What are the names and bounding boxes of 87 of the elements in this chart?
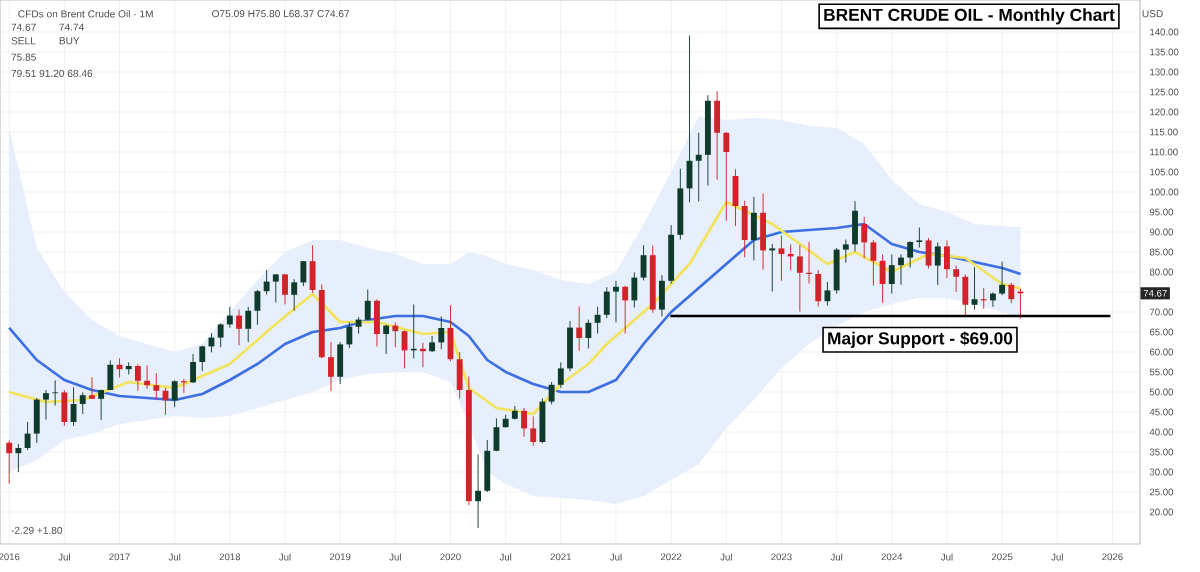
- candlestick: [521, 407, 527, 438]
- candlestick: [89, 376, 95, 400]
- candlestick: [226, 306, 233, 329]
- candlestick: [741, 200, 748, 258]
- candlestick: [33, 397, 40, 444]
- candlestick: [6, 439, 13, 485]
- candlestick: [190, 353, 197, 384]
- candlestick: [557, 361, 564, 389]
- candlestick: [815, 269, 822, 307]
- candlestick: [1008, 282, 1015, 304]
- candlestick: [659, 274, 665, 317]
- candlestick: [677, 168, 684, 241]
- candlestick: [842, 239, 849, 264]
- candlestick: [346, 321, 353, 349]
- candlestick: [337, 341, 344, 385]
- candlestick: [631, 271, 638, 309]
- candlestick: [852, 200, 858, 253]
- line-series: [7, 200, 1022, 416]
- candlestick: [567, 320, 573, 372]
- candlestick: [778, 235, 785, 282]
- candlestick: [723, 131, 730, 222]
- chart-title: BRENT CRUDE OIL - Monthly Chart: [824, 8, 1115, 25]
- candlestick: [934, 241, 941, 286]
- candlestick: [24, 421, 31, 451]
- candlestick: [79, 391, 86, 415]
- candlestick: [861, 216, 868, 259]
- candlestick: [944, 239, 950, 279]
- candlestick: [989, 291, 996, 308]
- candlestick: [714, 90, 721, 181]
- candlestick: [971, 266, 978, 311]
- candlestick: [15, 443, 22, 473]
- candlestick: [438, 315, 445, 350]
- candlestick: [530, 415, 537, 447]
- candlestick: [907, 240, 914, 269]
- candlestick: [300, 260, 307, 287]
- candlestick: [392, 321, 399, 348]
- candlestick: [199, 345, 206, 372]
- candlestick: [668, 224, 675, 285]
- candlestick: [760, 193, 767, 271]
- candlestick: [374, 298, 380, 347]
- candlestick: [603, 286, 610, 319]
- candlestick: [263, 269, 270, 295]
- candlestick: [475, 453, 482, 529]
- candlestick: [585, 319, 592, 349]
- candlestick: [888, 253, 895, 295]
- candlestick: [576, 305, 583, 352]
- candlestick: [962, 273, 969, 318]
- candlestick: [107, 359, 114, 391]
- candlestick: [153, 372, 160, 400]
- candlestick: [383, 324, 390, 355]
- candlestick: [254, 289, 261, 326]
- candlestick: [52, 379, 59, 407]
- candlestick: [539, 397, 546, 444]
- candlestick: [594, 306, 601, 335]
- candlestick: [134, 363, 141, 392]
- candlestick: [833, 247, 840, 295]
- candlestick: [245, 306, 252, 343]
- ref-line-label: Major Support - $69.00: [828, 331, 1013, 348]
- candlestick: [61, 389, 68, 427]
- candlestick: [291, 278, 298, 312]
- candlestick: [898, 253, 904, 286]
- candlestick: [953, 265, 960, 293]
- candlestick: [695, 132, 702, 203]
- candlestick: [236, 309, 242, 346]
- candlestick: [999, 261, 1006, 296]
- candlestick: [43, 389, 49, 421]
- candlestick: [879, 253, 886, 304]
- candlestick: [171, 379, 178, 408]
- candlestick: [548, 381, 555, 405]
- candlestick: [364, 289, 371, 321]
- candlestick: [456, 351, 463, 399]
- candlestick: [282, 273, 288, 305]
- candlestick: [622, 285, 629, 335]
- candlestick: [613, 280, 619, 323]
- candlestick: [916, 227, 923, 249]
- candlestick: [796, 244, 803, 313]
- candlestick: [870, 239, 877, 287]
- candlestick: [750, 196, 757, 261]
- candlestick: [98, 389, 105, 421]
- candlestick: [429, 335, 436, 353]
- candlestick: [824, 281, 831, 307]
- candlestick: [328, 341, 334, 392]
- candlestick: [309, 244, 316, 294]
- candlestick: [484, 439, 491, 493]
- candlestick: [769, 243, 776, 293]
- candlestick: [144, 364, 151, 390]
- candlestick: [272, 273, 279, 303]
